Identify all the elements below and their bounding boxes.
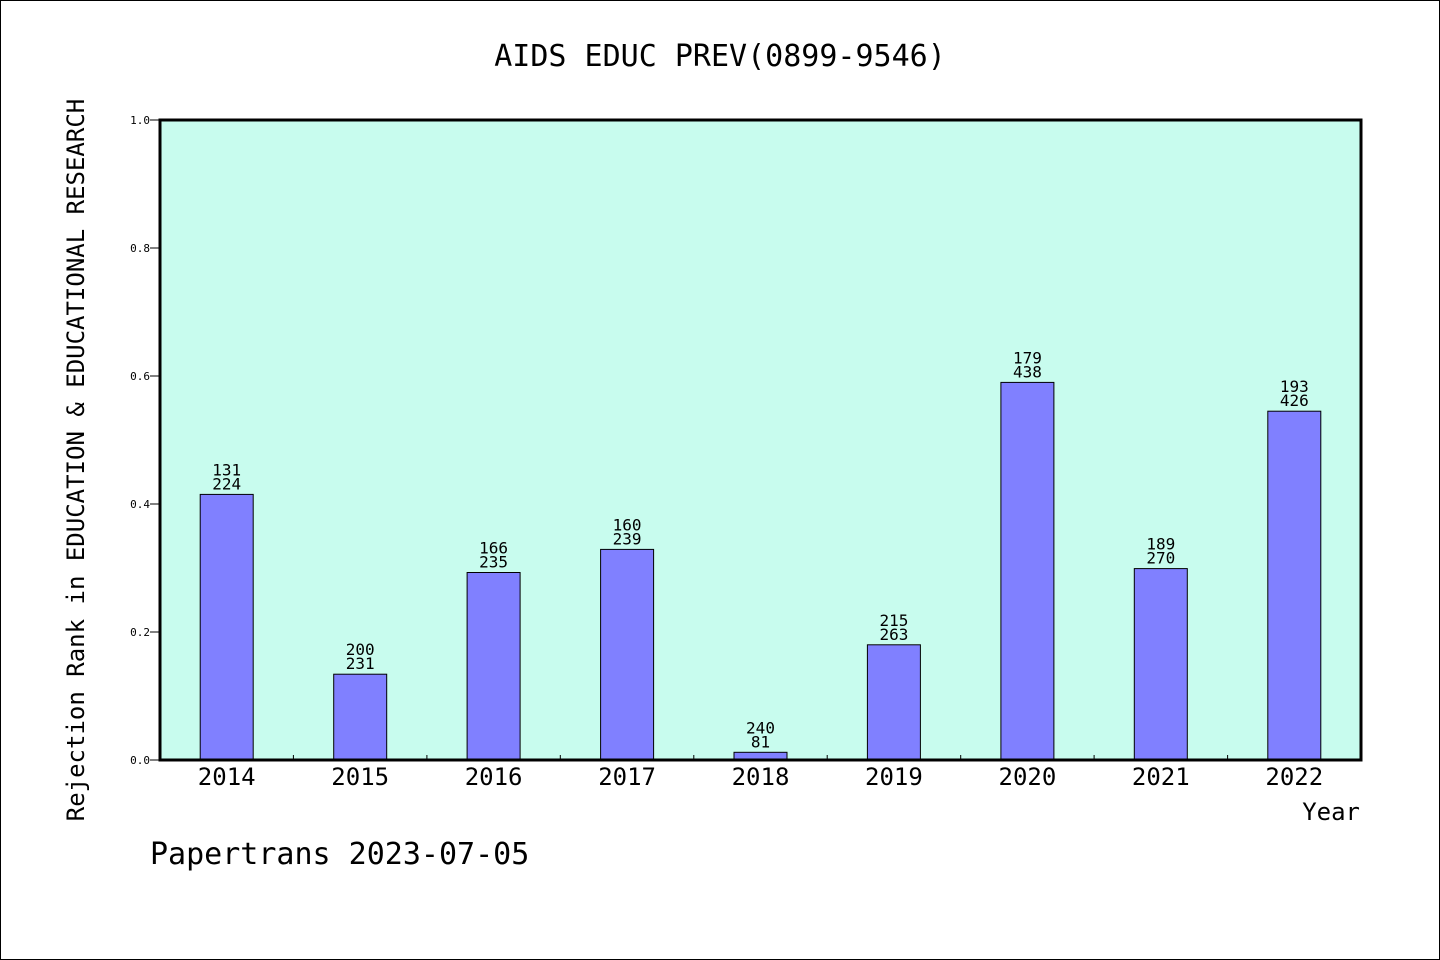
y-tick-label-0.4: 0.4: [130, 498, 150, 511]
bar-label-bottom-2019: 263: [879, 625, 908, 644]
bar-2017: [600, 548, 655, 761]
y-tick-label-0.8: 0.8: [130, 242, 150, 255]
bar-label-top-2019: 215: [879, 611, 908, 630]
bar-label-bottom-2015: 231: [346, 654, 375, 673]
x-tick-label-2022: 2022: [1265, 763, 1323, 791]
footer-watermark: Papertrans 2023-07-05: [150, 837, 529, 872]
bar-2021: [1133, 568, 1188, 761]
chart-title: AIDS EDUC PREV(0899-9546): [494, 39, 946, 74]
bar-2016: [466, 572, 521, 761]
bar-label-top-2021: 189: [1146, 535, 1175, 554]
x-tick-label-2016: 2016: [465, 763, 523, 791]
bar-label-bottom-2022: 426: [1280, 391, 1309, 410]
bar-2020: [1000, 381, 1055, 761]
bar-2019: [866, 644, 921, 761]
bar-label-bottom-2014: 224: [212, 474, 241, 493]
y-axis-label: Rejection Rank in EDUCATION & EDUCATIONA…: [62, 99, 90, 821]
x-axis-label: Year: [1302, 798, 1360, 826]
bar-label-top-2016: 166: [479, 539, 508, 558]
x-tick-label-2015: 2015: [331, 763, 389, 791]
bar-label-top-2014: 131: [212, 460, 241, 479]
y-tick-label-0.0: 0.0: [130, 754, 150, 767]
x-tick-label-2017: 2017: [598, 763, 656, 791]
plot-border: [158, 118, 1363, 762]
bar-label-bottom-2018: 81: [751, 732, 770, 751]
bar-label-top-2015: 200: [346, 640, 375, 659]
x-tick-label-2020: 2020: [999, 763, 1057, 791]
bar-label-bottom-2020: 438: [1013, 362, 1042, 381]
bar-label-bottom-2017: 239: [613, 529, 642, 548]
bar-label-top-2017: 160: [613, 515, 642, 534]
bar-2022: [1267, 410, 1322, 761]
y-ticks-layer: 0.0 0.2 0.4 0.6 0.8 1.0: [130, 114, 160, 767]
y-tick-label-0.6: 0.6: [130, 370, 150, 383]
bar-label-top-2020: 179: [1013, 348, 1042, 367]
y-tick-label-0.2: 0.2: [130, 626, 150, 639]
x-tick-label-2019: 2019: [865, 763, 923, 791]
bar-2014: [199, 493, 254, 761]
bar-2015: [333, 673, 388, 761]
y-tick-label-1.0: 1.0: [130, 114, 150, 127]
bar-label-bottom-2021: 270: [1146, 549, 1175, 568]
bar-label-top-2022: 193: [1280, 377, 1309, 396]
bar-label-top-2018: 240: [746, 718, 775, 737]
x-tick-label-2014: 2014: [198, 763, 256, 791]
x-tick-label-2021: 2021: [1132, 763, 1190, 791]
x-ticks-layer: 2014 2015 2016 2017 2018 2019 2020 2021 2022: [198, 755, 1323, 791]
bar-label-bottom-2016: 235: [479, 553, 508, 572]
x-tick-label-2018: 2018: [732, 763, 790, 791]
